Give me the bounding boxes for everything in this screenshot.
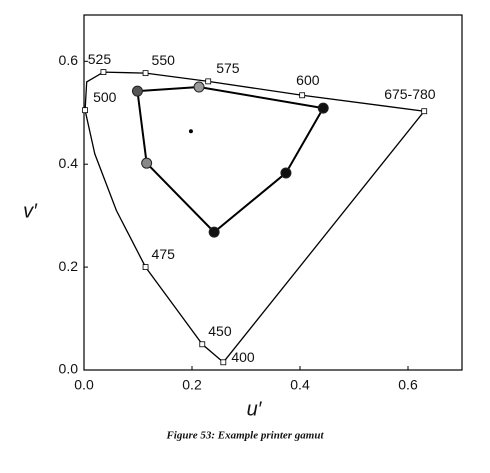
wavelength-marker [142, 264, 149, 271]
x-tick-label: 0.2 [182, 377, 202, 393]
wavelength-marker [421, 108, 428, 115]
gamut-point [193, 81, 205, 93]
y-tick-label: 0.2 [59, 258, 79, 274]
white-point [188, 129, 193, 134]
wavelength-marker [82, 107, 88, 114]
wavelength-marker [199, 341, 206, 348]
x-axis-label: u′ [247, 398, 263, 420]
gamut-point [317, 102, 329, 114]
plot-frame [83, 14, 463, 371]
y-tick-label: 0.6 [59, 52, 79, 68]
series-line [84, 71, 426, 364]
wavelength-label: 675-780 [384, 86, 436, 102]
caption: Figure 53: Example printer gamut [165, 430, 324, 442]
wavelength-marker [100, 69, 107, 76]
gamut-point [131, 85, 143, 97]
wavelength-label: 450 [208, 323, 232, 339]
wavelength-label: 600 [296, 72, 320, 88]
y-tick-label: 0.0 [59, 361, 79, 377]
wavelength-label: 575 [216, 60, 240, 76]
wavelength-marker [299, 92, 306, 99]
gamut-point [280, 167, 292, 179]
x-tick-label: 0.0 [74, 377, 94, 393]
x-tick-label: 0.6 [398, 377, 418, 393]
wavelength-marker [142, 70, 149, 77]
wavelength-marker [220, 359, 227, 366]
x-tick-label: 0.4 [290, 377, 310, 393]
wavelength-label: 400 [231, 349, 255, 365]
wavelength-label: 500 [93, 89, 117, 105]
wavelength-label: 550 [152, 52, 176, 68]
wavelength-marker [205, 78, 212, 85]
y-axis-label: v′ [23, 200, 38, 222]
wavelength-label: 525 [88, 51, 112, 67]
series-line [136, 86, 325, 234]
y-tick-label: 0.4 [59, 155, 79, 171]
gamut-point [141, 157, 153, 169]
gamut-point [208, 226, 220, 238]
wavelength-label: 475 [152, 246, 176, 262]
